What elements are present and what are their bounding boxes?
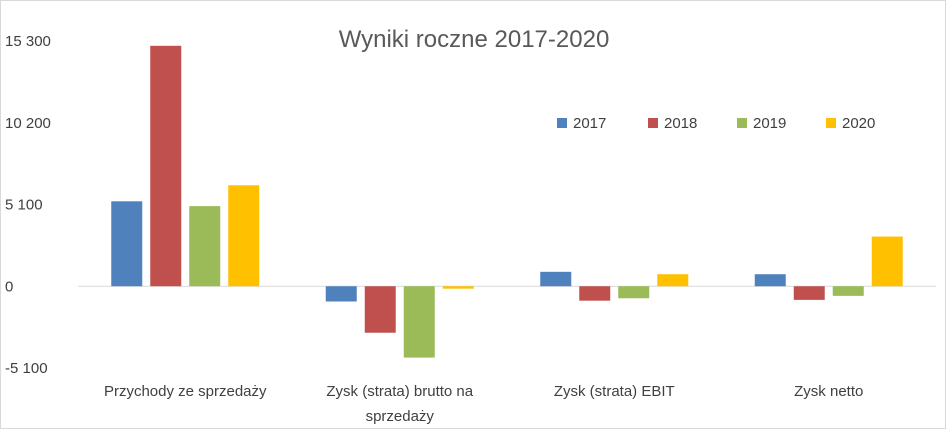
- legend-swatch-2020: [826, 118, 836, 128]
- legend-label: 2017: [573, 115, 606, 132]
- bar-2017-2: [540, 271, 572, 287]
- category-label: Zysk (strata) EBIT: [554, 383, 675, 400]
- bar-2019-1: [403, 286, 435, 358]
- legend-swatch-2017: [557, 118, 567, 128]
- y-tick-label: 10 200: [5, 115, 51, 132]
- y-tick-label: 5 100: [5, 197, 43, 214]
- legend-label: 2020: [842, 115, 875, 132]
- bar-2018-2: [579, 286, 611, 301]
- bar-2020-0: [228, 185, 260, 287]
- legend-label: 2018: [664, 115, 697, 132]
- chart-title: Wyniki roczne 2017-2020: [339, 26, 610, 53]
- bar-2020-2: [657, 274, 689, 287]
- bar-2019-3: [832, 286, 864, 296]
- legend-swatch-2019: [737, 118, 747, 128]
- bar-2019-0: [189, 206, 221, 287]
- category-label: sprzedaży: [366, 408, 435, 425]
- bar-2020-1: [442, 286, 474, 289]
- legend-label: 2019: [753, 115, 786, 132]
- y-tick-label: -5 100: [5, 360, 48, 377]
- y-tick-label: 0: [5, 278, 13, 295]
- y-axis: 15 300 10 200 5 100 0 -5 100: [5, 33, 51, 377]
- bar-2017-3: [754, 274, 786, 287]
- legend: 2017 2018 2019 2020: [557, 115, 875, 132]
- bar-2018-3: [793, 286, 825, 300]
- bar-series-group: [111, 45, 903, 358]
- bar-2017-1: [325, 286, 357, 302]
- bar-2017-0: [111, 201, 143, 287]
- bar-2019-2: [618, 286, 650, 299]
- category-label: Przychody ze sprzedaży: [104, 383, 267, 400]
- y-tick-label: 15 300: [5, 33, 51, 50]
- category-label: Zysk (strata) brutto na: [326, 383, 473, 400]
- legend-swatch-2018: [648, 118, 658, 128]
- category-axis: Przychody ze sprzedaży Zysk (strata) brut…: [104, 383, 863, 425]
- bar-2018-0: [150, 45, 182, 287]
- category-label: Zysk netto: [794, 383, 863, 400]
- bar-2020-3: [871, 236, 903, 287]
- bar-2018-1: [364, 286, 396, 333]
